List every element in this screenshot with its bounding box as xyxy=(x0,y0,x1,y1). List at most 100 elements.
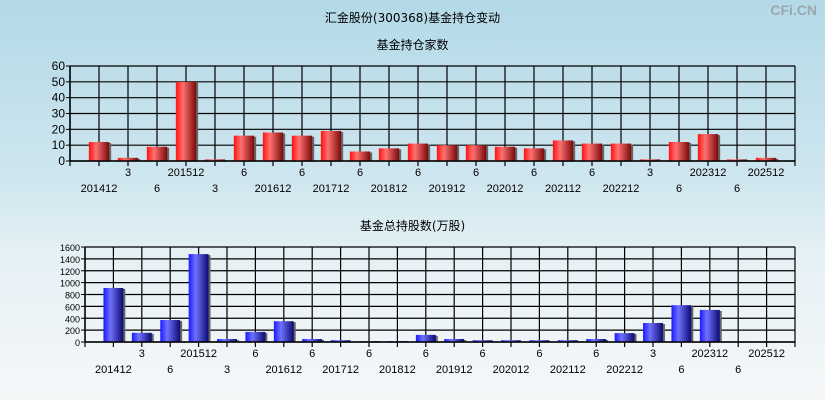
bar xyxy=(726,159,748,161)
x-tick-label: 3 xyxy=(139,348,145,360)
bar xyxy=(436,145,458,161)
x-tick-label: 6 xyxy=(167,364,173,376)
y-tick-label: 50 xyxy=(52,75,66,89)
bar xyxy=(330,340,351,342)
bar xyxy=(378,148,400,161)
x-tick-label: 202212 xyxy=(603,183,640,195)
bar xyxy=(671,305,692,342)
x-tick-label: 6 xyxy=(678,364,684,376)
x-tick-label: 6 xyxy=(299,167,305,179)
bar xyxy=(444,339,465,342)
x-tick-label: 201812 xyxy=(371,183,408,195)
x-tick-label: 6 xyxy=(473,167,479,179)
x-tick-label: 201512 xyxy=(180,348,217,360)
x-tick-label: 201812 xyxy=(379,364,416,376)
x-tick-label: 201712 xyxy=(322,364,359,376)
bar xyxy=(639,159,661,161)
bar xyxy=(586,339,607,342)
y-tick-label: 1000 xyxy=(60,279,80,289)
x-tick-label: 201412 xyxy=(81,183,118,195)
bar xyxy=(273,321,294,342)
x-tick-label: 6 xyxy=(309,348,315,360)
chart-title: 汇金股份(300368)基金持仓变动 xyxy=(324,11,501,25)
x-tick-label: 6 xyxy=(676,183,682,195)
bar xyxy=(204,159,226,161)
x-tick-label: 202512 xyxy=(748,167,785,179)
x-tick-label: 6 xyxy=(252,348,258,360)
x-tick-label: 201612 xyxy=(265,364,302,376)
bar xyxy=(529,340,550,342)
bar xyxy=(472,340,493,342)
x-tick-label: 6 xyxy=(366,348,372,360)
bar xyxy=(175,81,197,161)
bar xyxy=(188,254,209,342)
bar xyxy=(131,332,152,342)
x-tick-label: 202212 xyxy=(606,364,643,376)
x-tick-label: 6 xyxy=(536,348,542,360)
bar xyxy=(103,287,124,342)
bar xyxy=(88,142,110,161)
x-tick-label: 6 xyxy=(735,364,741,376)
y-tick-label: 800 xyxy=(65,291,80,301)
x-tick-label: 6 xyxy=(357,167,363,179)
bar xyxy=(494,146,516,161)
x-tick-label: 202312 xyxy=(691,348,728,360)
bar xyxy=(610,143,632,161)
x-tick-label: 6 xyxy=(154,183,160,195)
x-tick-label: 202312 xyxy=(690,167,727,179)
x-tick-label: 202012 xyxy=(487,183,524,195)
x-tick-label: 201712 xyxy=(313,183,350,195)
x-tick-label: 3 xyxy=(650,348,656,360)
x-tick-label: 202112 xyxy=(545,183,581,195)
bar xyxy=(581,143,603,161)
y-tick-label: 1200 xyxy=(60,267,80,277)
x-tick-label: 201912 xyxy=(429,183,466,195)
bar xyxy=(415,334,436,342)
bar xyxy=(755,157,777,161)
bar xyxy=(465,145,487,161)
bar xyxy=(697,134,719,161)
bar xyxy=(233,135,255,161)
bar xyxy=(117,157,139,161)
y-tick-label: 30 xyxy=(52,107,66,121)
bar xyxy=(699,309,720,342)
bar xyxy=(291,135,313,161)
bar xyxy=(614,333,635,342)
y-tick-label: 60 xyxy=(52,59,66,73)
x-tick-label: 202512 xyxy=(748,348,785,360)
x-tick-label: 201512 xyxy=(168,167,205,179)
y-tick-label: 1600 xyxy=(60,243,80,253)
x-tick-label: 6 xyxy=(241,167,247,179)
x-tick-label: 6 xyxy=(415,167,421,179)
bar xyxy=(245,331,266,342)
bar xyxy=(146,146,168,161)
y-tick-label: 600 xyxy=(65,302,80,312)
bar xyxy=(160,320,181,342)
x-tick-label: 201912 xyxy=(436,364,473,376)
x-tick-label: 202012 xyxy=(493,364,530,376)
x-tick-label: 3 xyxy=(647,167,653,179)
x-tick-label: 6 xyxy=(593,348,599,360)
x-tick-label: 6 xyxy=(734,183,740,195)
x-tick-label: 3 xyxy=(224,364,230,376)
y-tick-label: 400 xyxy=(65,314,80,324)
chart1-title: 基金持仓家数 xyxy=(376,38,449,52)
bar xyxy=(302,339,323,342)
bar xyxy=(407,143,429,161)
x-tick-label: 6 xyxy=(423,348,429,360)
bar xyxy=(217,339,237,342)
y-tick-label: 200 xyxy=(65,326,80,336)
x-tick-label: 6 xyxy=(531,167,537,179)
x-tick-label: 201412 xyxy=(95,364,132,376)
x-tick-label: 3 xyxy=(125,167,131,179)
y-tick-label: 0 xyxy=(75,338,80,348)
x-tick-label: 201612 xyxy=(255,183,292,195)
bar xyxy=(320,130,342,161)
y-tick-label: 40 xyxy=(52,91,66,105)
x-tick-label: 6 xyxy=(589,167,595,179)
bar xyxy=(668,142,690,161)
x-tick-label: 202112 xyxy=(550,364,586,376)
watermark-logo: CFi.CN xyxy=(770,2,817,18)
bar xyxy=(557,340,578,342)
